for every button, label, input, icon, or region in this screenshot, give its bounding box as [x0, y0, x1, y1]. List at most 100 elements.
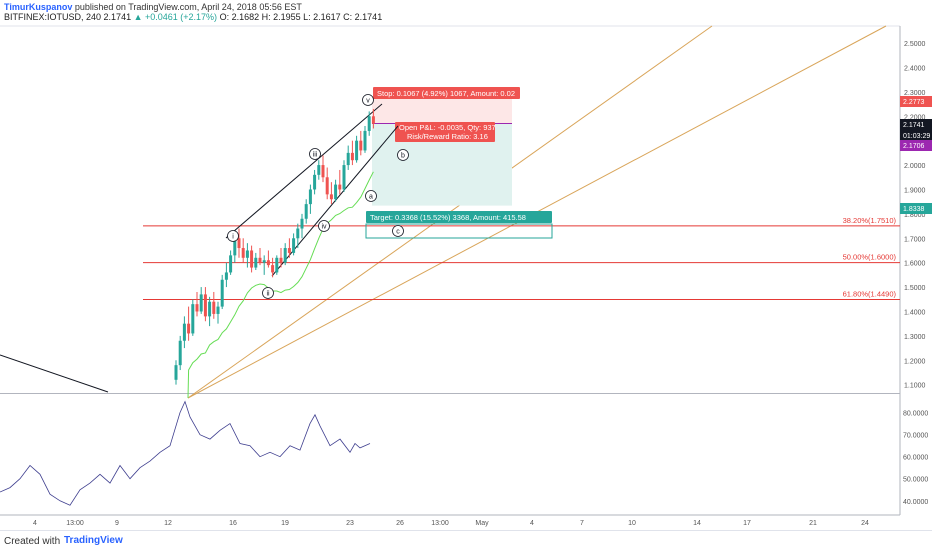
target-label-box [366, 211, 552, 223]
chart-header: TimurKuspanov published on TradingView.c… [0, 0, 932, 24]
price-tick-label: 1.6000 [904, 261, 926, 268]
price-tick-label: 1.7000 [904, 236, 926, 243]
target-zone-outline [365, 223, 553, 239]
price-tick-label: 2.3000 [904, 90, 926, 97]
price-tag-box [900, 130, 932, 141]
target-label: Target: 0.3368 (15.52%) 3368, Amount: 41… [370, 213, 526, 222]
price-tag-label: 1.8338 [903, 206, 925, 213]
osc-tick-label: 70.0000 [903, 433, 928, 440]
symbol-line: BITFINEX:IOTUSD, 240 2.1741 ▲ +0.0461 (+… [4, 12, 382, 22]
price-tick-label: 1.3000 [904, 334, 926, 341]
rr-label: Risk/Reward Ratio: 3.16 [407, 132, 488, 141]
candle-body [199, 294, 203, 312]
price-tick-label: 1.1000 [904, 383, 926, 390]
footer: Created with TradingView [0, 530, 932, 551]
wave-label: b [401, 153, 405, 160]
publish-line: TimurKuspanov published on TradingView.c… [4, 2, 302, 12]
price-tick-label: 2.0000 [904, 163, 926, 170]
candle-body [271, 265, 275, 273]
candle-body [346, 152, 350, 166]
wave-label-circle [392, 225, 404, 237]
author-name[interactable]: TimurKuspanov [4, 2, 73, 12]
candle-body [308, 189, 312, 205]
ohlc-values: O: 2.1682 H: 2.1955 L: 2.1617 C: 2.1741 [219, 12, 383, 22]
candle-body [203, 294, 207, 317]
published-text: published on TradingView.com, April 24, … [74, 2, 302, 12]
time-tick-label: 13:00 [66, 520, 84, 527]
wave-label-circle [318, 220, 330, 232]
candle-body [363, 130, 367, 151]
candle-body [371, 116, 375, 124]
price-tag-label: 2.2773 [903, 99, 925, 106]
chart-canvas[interactable]: 38.20%(1.7510) 50.00%(1.6000) 61.80%(1.449… [0, 0, 932, 530]
price-tag-box [900, 140, 932, 151]
fib-label: 50.00%(1.6000) [843, 253, 897, 262]
fib-label: 61.80%(1.4490) [843, 290, 897, 299]
osc-tick-label: 60.0000 [903, 455, 928, 462]
price-tick-label: 2.5000 [904, 41, 926, 48]
candle-body [182, 323, 186, 341]
fib-label: 38.20%(1.7510) [843, 216, 897, 225]
wave-label: c [396, 229, 400, 236]
candle-body [283, 248, 287, 263]
candle-body [262, 260, 266, 263]
moving-average-line [187, 171, 374, 399]
time-tick-label: 26 [396, 520, 404, 527]
tradingview-logo[interactable]: TradingView [64, 535, 123, 546]
pnl-label: Open P&L: -0.0035, Qty: 937 [399, 123, 496, 132]
candle-body [195, 304, 199, 312]
time-tick-label: 19 [281, 520, 289, 527]
candle-body [220, 279, 224, 307]
candle-body [191, 304, 195, 334]
stop-label: Stop: 0.1067 (4.92%) 1067, Amount: 0.02 [377, 89, 515, 98]
candle-body [178, 340, 182, 366]
candle-body [334, 184, 338, 200]
candle-body [237, 238, 241, 249]
wave-label-circle [397, 149, 409, 161]
candle-body [229, 255, 233, 273]
price-tag-label: 01:03:29 [903, 133, 930, 140]
time-tick-label: 21 [809, 520, 817, 527]
price-tick-label: 1.4000 [904, 309, 926, 316]
created-with-text: Created with [4, 536, 61, 547]
candle-body [304, 204, 308, 219]
wave-label: iii [313, 152, 318, 159]
price-tick-label: 1.2000 [904, 358, 926, 365]
wave-label-circle [227, 230, 239, 242]
time-tick-label: 4 [33, 520, 37, 527]
candle-body [254, 257, 258, 268]
price-change: ▲ +0.0461 (+2.17%) [133, 12, 218, 22]
wave-label-circle [365, 190, 377, 202]
pnl-label-box [395, 122, 495, 142]
wave-label-circle [362, 94, 374, 106]
wave-label: iv [321, 224, 327, 231]
candle-body [292, 238, 296, 253]
candle-body [258, 257, 262, 263]
candle-body [187, 323, 191, 334]
price-tag-box [900, 203, 932, 214]
price-tick-label: 1.8000 [904, 212, 926, 219]
trend-line-left [0, 354, 109, 393]
channel-upper [225, 103, 383, 239]
candle-body [355, 140, 359, 161]
candle-body [317, 165, 321, 175]
price-tag-label: 2.1706 [903, 143, 925, 150]
candle-body [212, 301, 216, 314]
time-tick-label: 4 [530, 520, 534, 527]
wave-label-circle [262, 287, 274, 299]
time-tick-label: 7 [580, 520, 584, 527]
price-tag-box [900, 96, 932, 107]
time-tick-label: 17 [743, 520, 751, 527]
candle-body [245, 250, 249, 258]
candle-body [350, 152, 354, 161]
price-tick-label: 2.4000 [904, 65, 926, 72]
symbol: BITFINEX:IOTUSD, 240 [4, 12, 102, 22]
osc-tick-label: 50.0000 [903, 477, 928, 484]
wave-label: a [369, 194, 373, 201]
price-tag-box [900, 119, 932, 130]
candle-body [208, 301, 212, 317]
candle-body [216, 306, 220, 314]
candle-body [321, 165, 325, 178]
time-tick-label: 14 [693, 520, 701, 527]
time-tick-label: 10 [628, 520, 636, 527]
